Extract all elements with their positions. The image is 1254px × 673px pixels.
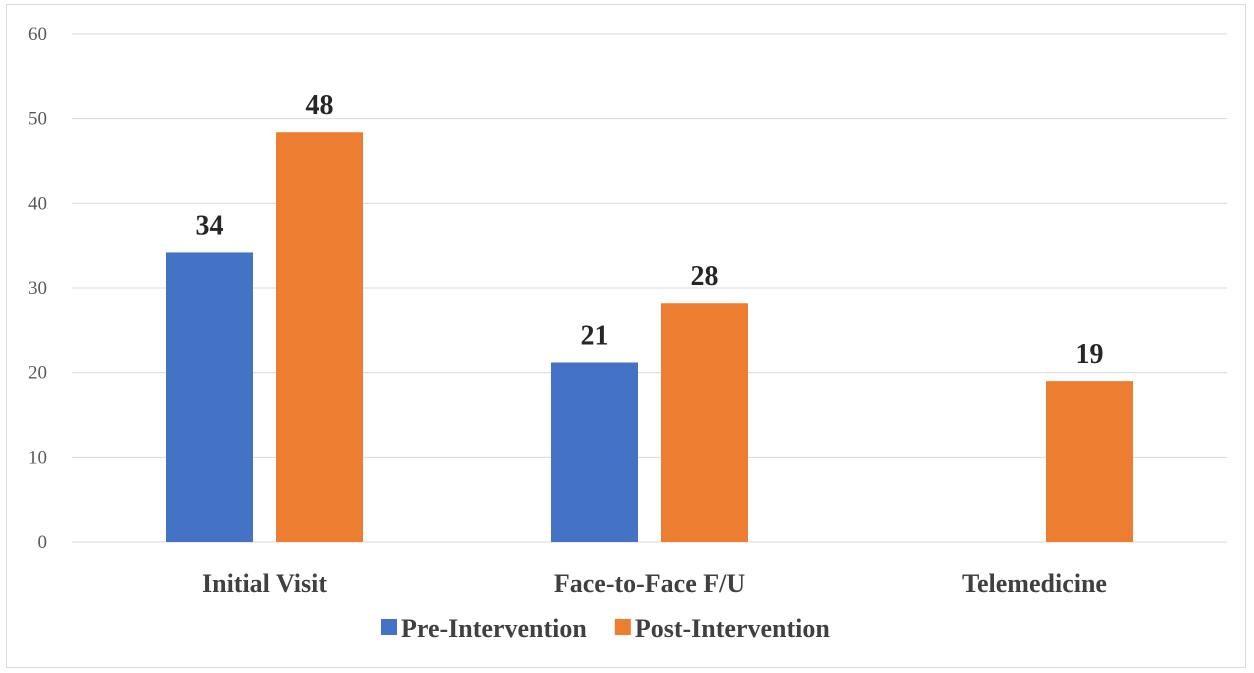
category-labels: Initial Visit Face-to-Face F/U Telemedicin…: [202, 569, 1107, 598]
y-tick-label: 30: [28, 278, 47, 299]
y-tick-label: 20: [28, 363, 47, 384]
data-labels: 34 48 21 28 19: [196, 90, 1104, 370]
y-axis-ticks: 0 10 20 30 40 50 60: [28, 24, 47, 553]
bar: [276, 132, 363, 543]
legend-label: Post-Intervention: [635, 614, 831, 643]
y-tick-label: 40: [28, 193, 47, 214]
y-tick-label: 50: [28, 109, 47, 130]
bar: [1046, 381, 1133, 542]
data-label: 19: [1076, 339, 1104, 370]
y-tick-label: 60: [28, 24, 47, 45]
category-label: Telemedicine: [962, 569, 1107, 598]
bars: [166, 132, 1133, 543]
data-label: 21: [581, 321, 609, 352]
legend-label: Pre-Intervention: [401, 614, 587, 643]
legend-swatch: [614, 619, 631, 635]
gridlines: [72, 33, 1227, 543]
legend: Pre-Intervention Post-Intervention: [381, 614, 830, 643]
category-label: Initial Visit: [202, 569, 327, 598]
bar: [661, 303, 748, 542]
data-label: 48: [306, 90, 334, 121]
legend-swatch: [381, 619, 397, 635]
y-tick-label: 0: [38, 532, 48, 553]
bar: [551, 362, 638, 542]
data-label: 28: [691, 261, 719, 292]
category-label: Face-to-Face F/U: [554, 569, 746, 598]
bar: [166, 252, 253, 542]
data-label: 34: [196, 210, 224, 241]
y-tick-label: 10: [28, 447, 47, 468]
